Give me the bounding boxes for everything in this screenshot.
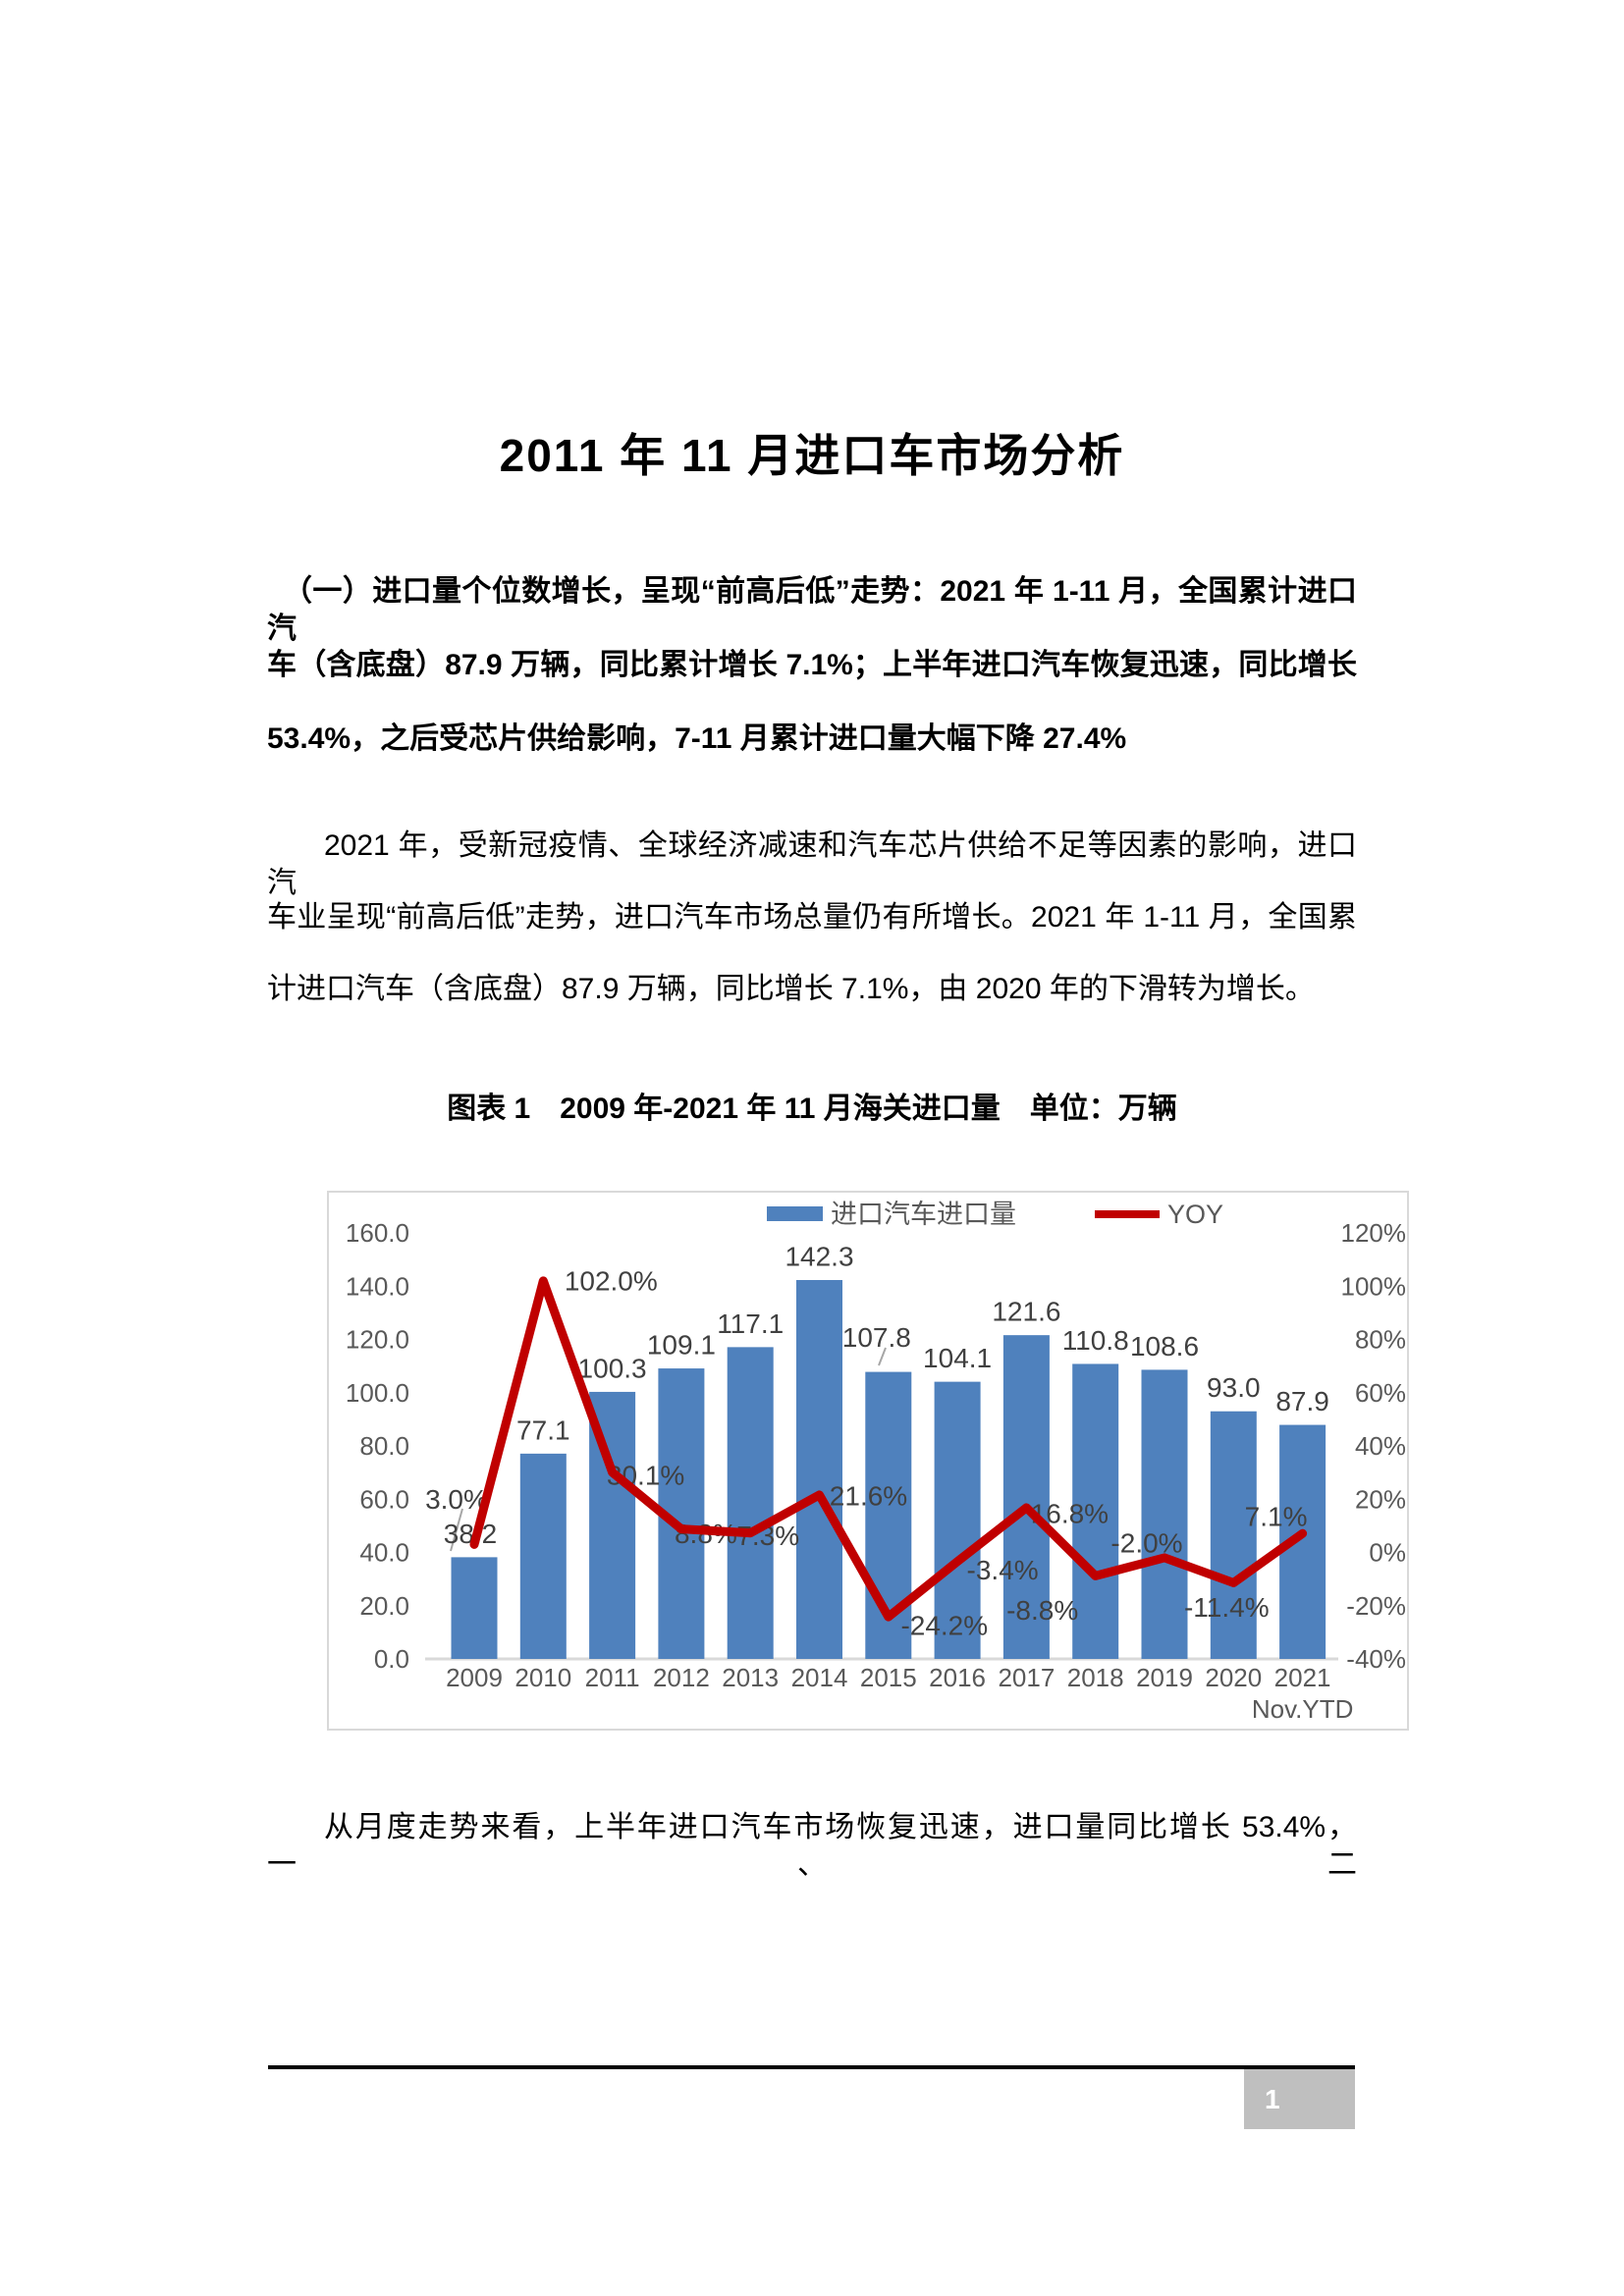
import-volume-bar-2013	[727, 1347, 774, 1659]
legend-label-import-volume: 进口汽车进口量	[831, 1200, 1016, 1229]
right-axis-tick-label: 60%	[1355, 1378, 1406, 1408]
left-axis-tick-label: 120.0	[346, 1325, 409, 1355]
bar-value-label-2017: 121.6	[992, 1297, 1060, 1327]
legend-swatch-import-volume	[767, 1206, 823, 1221]
left-axis-tick-label: 20.0	[359, 1591, 409, 1621]
x-axis-label-2019: 2019	[1136, 1663, 1193, 1692]
closing-paragraph: 从月度走势来看，上半年进口汽车市场恢复迅速，进口量同比增长 53.4%，一、二	[267, 1811, 1357, 1881]
left-axis-tick-label: 0.0	[374, 1644, 409, 1674]
bar-value-label-2013: 117.1	[717, 1308, 784, 1339]
x-axis-label-2010: 2010	[514, 1663, 571, 1692]
x-axis-label-2017: 2017	[998, 1663, 1055, 1692]
label-leader-line	[878, 1347, 887, 1366]
yoy-value-label-2015: -24.2%	[900, 1611, 988, 1641]
x-axis-label-2013: 2013	[722, 1663, 779, 1692]
right-axis-tick-label: 0%	[1369, 1538, 1406, 1568]
import-volume-bar-2014	[796, 1280, 842, 1659]
right-axis-tick-label: -40%	[1346, 1644, 1406, 1674]
x-axis-label-2014: 2014	[791, 1663, 848, 1692]
import-volume-bar-2020	[1210, 1411, 1257, 1659]
x-axis-label-2009: 2009	[446, 1663, 503, 1692]
page-number-badge: 1	[1244, 2069, 1355, 2129]
yoy-value-label-2010: 102.0%	[565, 1265, 658, 1296]
right-axis-tick-label: -20%	[1346, 1591, 1406, 1621]
bar-value-label-2019: 108.6	[1130, 1331, 1199, 1362]
import-volume-bar-2016	[934, 1381, 981, 1659]
chart-caption: 图表 1 2009 年-2021 年 11 月海关进口量 单位：万辆	[447, 1093, 1177, 1125]
import-volume-bar-2009	[451, 1557, 498, 1659]
chart-figure: 进口汽车进口量 YOY 160.0 140.0 120.0 100.0 80.0 60.0 40…	[327, 1191, 1409, 1731]
bar-value-label-2016: 104.1	[923, 1343, 992, 1373]
bar-value-label-2015: 107.8	[842, 1322, 911, 1353]
bar-value-label-2011: 100.3	[578, 1353, 647, 1383]
x-axis-label-2015: 2015	[860, 1663, 917, 1692]
yoy-value-label-2016: -3.4%	[967, 1555, 1039, 1585]
chart-svg: 进口汽车进口量 YOY 160.0 140.0 120.0 100.0 80.0 60.0 40…	[327, 1191, 1409, 1731]
bar-value-label-2012: 109.1	[647, 1330, 716, 1361]
heading-line-2: 车（含底盘）87.9 万辆，同比累计增长 7.1%；上半年进口汽车恢复迅速，同比…	[267, 649, 1357, 681]
left-axis-tick-label: 140.0	[346, 1271, 409, 1301]
import-volume-bar-2010	[519, 1453, 567, 1659]
page-number: 1	[1265, 2084, 1280, 2114]
yoy-value-label-2020: -11.4%	[1184, 1592, 1270, 1623]
right-axis-tick-label: 100%	[1341, 1271, 1407, 1301]
left-axis-tick-label: 60.0	[359, 1484, 409, 1514]
body-line-1: 2021 年，受新冠疫情、全球经济减速和汽车芯片供给不足等因素的影响，进口汽	[267, 829, 1357, 899]
left-axis-tick-label: 80.0	[359, 1431, 409, 1461]
left-axis-tick-label: 100.0	[346, 1378, 409, 1408]
body-line-3: 计进口汽车（含底盘）87.9 万辆，同比增长 7.1%，由 2020 年的下滑转…	[267, 973, 1315, 1005]
yoy-line	[469, 1276, 1308, 1622]
bar-value-label-2020: 93.0	[1207, 1372, 1261, 1403]
yoy-value-label-2019: -2.0%	[1110, 1527, 1182, 1558]
left-axis-tick-label: 40.0	[359, 1538, 409, 1568]
bar-value-label-2014: 142.3	[785, 1242, 853, 1272]
label-leader-line	[450, 1508, 463, 1552]
yoy-value-label-2021: 7.1%	[1245, 1502, 1308, 1532]
bar-value-label-2021: 87.9	[1275, 1386, 1329, 1416]
x-axis-label-2012: 2012	[653, 1663, 710, 1692]
right-axis-tick-label: 120%	[1341, 1218, 1407, 1248]
yoy-value-label-2014: 21.6%	[830, 1480, 907, 1511]
import-volume-bar-2019	[1141, 1369, 1188, 1659]
bar-value-label-2018: 110.8	[1062, 1325, 1129, 1356]
page-title: 2011 年 11 月进口车市场分析	[499, 430, 1125, 481]
x-axis-label-2016: 2016	[929, 1663, 986, 1692]
bar-value-label-2010: 77.1	[516, 1415, 570, 1445]
body-line-2: 车业呈现“前高后低”走势，进口汽车市场总量仍有所增长。2021 年 1-11 月…	[267, 901, 1357, 934]
x-axis-label-2011: 2011	[585, 1663, 640, 1692]
x-axis-label-2020: 2020	[1205, 1663, 1262, 1692]
x-axis-label-2021: 2021	[1274, 1663, 1331, 1692]
right-axis-tick-label: 40%	[1355, 1431, 1406, 1461]
legend-label-yoy: YOY	[1167, 1200, 1223, 1229]
x-axis-sublabel-nov-ytd: Nov.YTD	[1252, 1694, 1354, 1724]
x-axis-label-2018: 2018	[1067, 1663, 1124, 1692]
right-axis-tick-label: 20%	[1355, 1484, 1406, 1514]
import-volume-bar-2018	[1072, 1363, 1119, 1659]
heading-line-1: （一）进口量个位数增长，呈现“前高后低”走势：2021 年 1-11 月，全国累…	[267, 575, 1357, 645]
yoy-value-label-2009: 3.0%	[425, 1484, 488, 1515]
left-axis-tick-label: 160.0	[346, 1218, 409, 1248]
import-volume-bar-2017	[1002, 1335, 1050, 1659]
right-axis-tick-label: 80%	[1355, 1325, 1406, 1355]
heading-line-3: 53.4%，之后受芯片供给影响，7-11 月累计进口量大幅下降 27.4%	[267, 722, 1127, 755]
yoy-value-label-2018: -8.8%	[1006, 1595, 1078, 1626]
footer-divider	[268, 2065, 1355, 2069]
